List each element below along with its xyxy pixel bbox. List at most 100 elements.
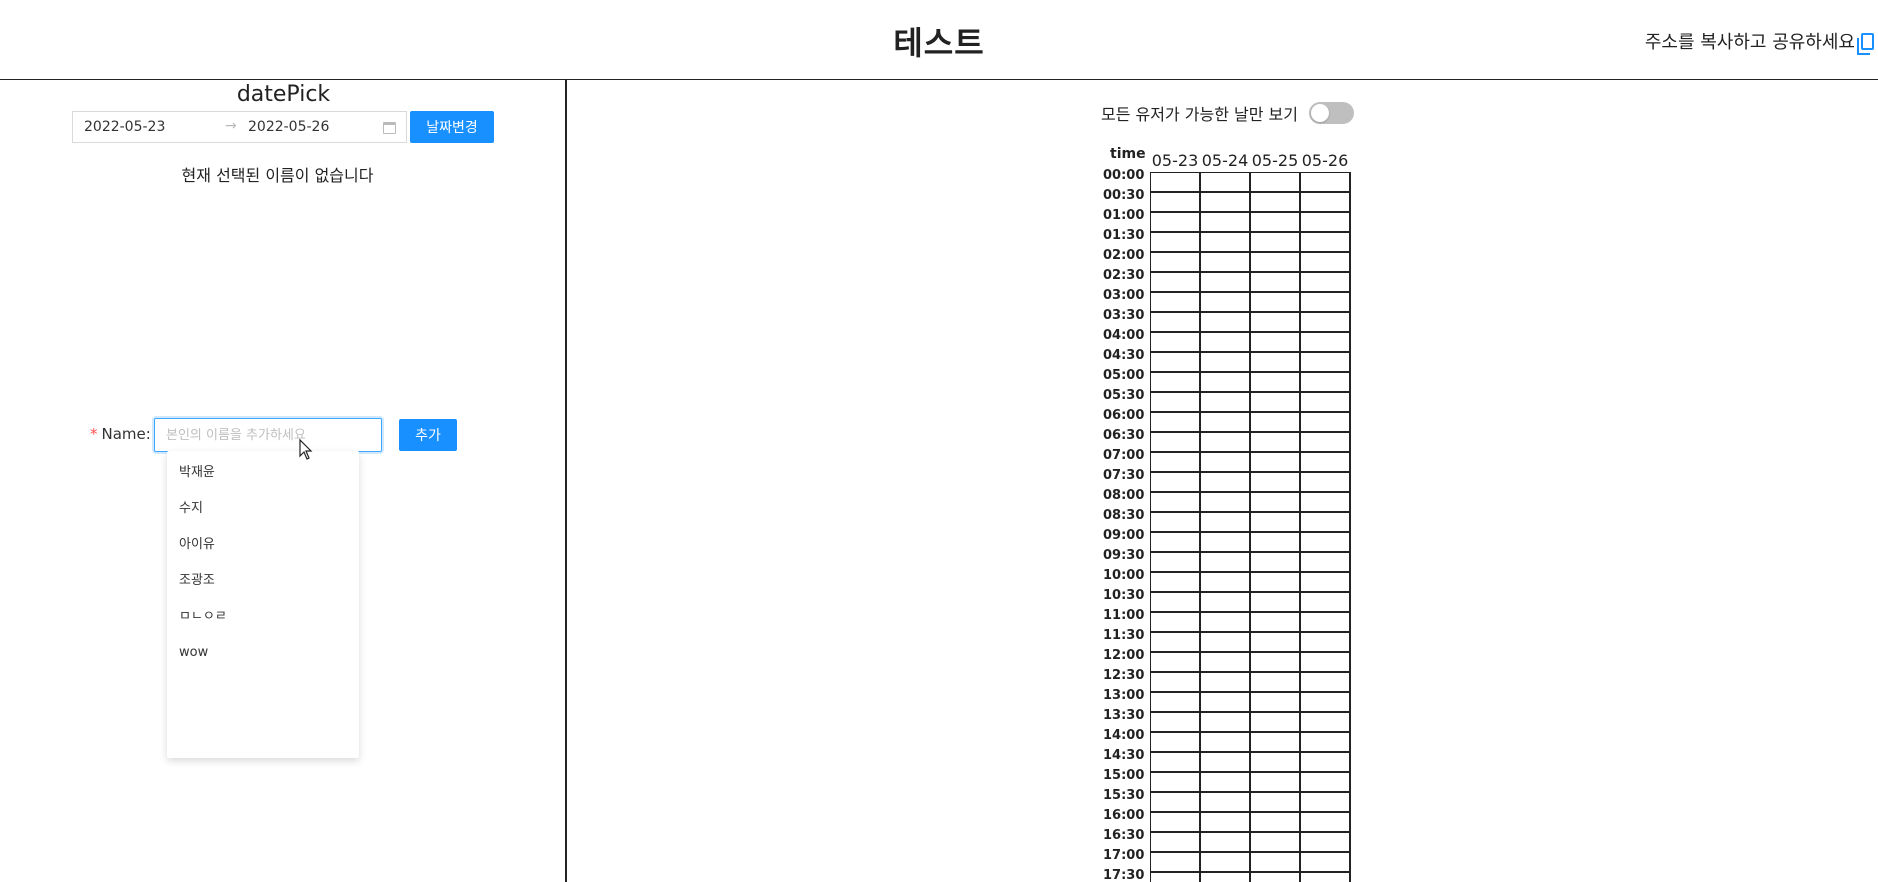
time-slot-cell[interactable] (1151, 233, 1201, 253)
time-slot-cell[interactable] (1201, 253, 1251, 273)
name-input[interactable] (154, 418, 382, 452)
time-slot-cell[interactable] (1201, 433, 1251, 453)
time-slot-cell[interactable] (1201, 693, 1251, 713)
time-slot-cell[interactable] (1301, 633, 1351, 653)
time-slot-cell[interactable] (1251, 713, 1301, 733)
time-slot-cell[interactable] (1251, 753, 1301, 773)
time-slot-cell[interactable] (1251, 733, 1301, 753)
range-end-date[interactable]: 2022-05-26 (248, 119, 330, 135)
time-slot-cell[interactable] (1301, 533, 1351, 553)
time-slot-cell[interactable] (1201, 793, 1251, 813)
time-slot-cell[interactable] (1151, 793, 1201, 813)
suggestion-item[interactable]: 조광조 (179, 573, 215, 588)
time-slot-cell[interactable] (1251, 233, 1301, 253)
time-slot-cell[interactable] (1201, 453, 1251, 473)
time-slot-cell[interactable] (1301, 513, 1351, 533)
time-slot-cell[interactable] (1201, 813, 1251, 833)
time-slot-cell[interactable] (1301, 673, 1351, 693)
time-slot-cell[interactable] (1151, 693, 1201, 713)
time-slot-cell[interactable] (1251, 433, 1301, 453)
time-slot-cell[interactable] (1301, 473, 1351, 493)
time-slot-cell[interactable] (1251, 193, 1301, 213)
time-slot-cell[interactable] (1301, 313, 1351, 333)
time-slot-cell[interactable] (1301, 593, 1351, 613)
time-slot-cell[interactable] (1151, 373, 1201, 393)
time-slot-cell[interactable] (1301, 173, 1351, 193)
time-slot-cell[interactable] (1201, 773, 1251, 793)
time-slot-cell[interactable] (1301, 793, 1351, 813)
time-slot-cell[interactable] (1201, 853, 1251, 873)
time-slot-cell[interactable] (1301, 873, 1351, 882)
time-slot-cell[interactable] (1151, 633, 1201, 653)
time-slot-cell[interactable] (1201, 273, 1251, 293)
suggestion-item[interactable]: ㅁㄴㅇㄹ (179, 609, 227, 624)
time-slot-cell[interactable] (1151, 753, 1201, 773)
time-slot-cell[interactable] (1251, 673, 1301, 693)
time-slot-cell[interactable] (1201, 613, 1251, 633)
suggestion-item[interactable]: 박재윤 (179, 465, 215, 480)
time-slot-cell[interactable] (1301, 193, 1351, 213)
time-slot-cell[interactable] (1251, 253, 1301, 273)
time-slot-cell[interactable] (1151, 733, 1201, 753)
time-slot-cell[interactable] (1251, 873, 1301, 882)
suggestion-item[interactable]: 수지 (179, 501, 203, 516)
share-text[interactable]: 주소를 복사하고 공유하세요 (1644, 32, 1855, 53)
time-slot-cell[interactable] (1201, 573, 1251, 593)
time-slot-cell[interactable] (1251, 593, 1301, 613)
time-slot-cell[interactable] (1201, 533, 1251, 553)
time-slot-cell[interactable] (1201, 713, 1251, 733)
time-slot-cell[interactable] (1151, 573, 1201, 593)
time-slot-cell[interactable] (1301, 413, 1351, 433)
time-slot-cell[interactable] (1251, 813, 1301, 833)
time-slot-cell[interactable] (1151, 673, 1201, 693)
available-days-switch[interactable] (1308, 102, 1354, 124)
time-slot-cell[interactable] (1301, 653, 1351, 673)
time-slot-cell[interactable] (1251, 693, 1301, 713)
time-slot-cell[interactable] (1251, 333, 1301, 353)
time-slot-cell[interactable] (1251, 493, 1301, 513)
time-slot-cell[interactable] (1151, 873, 1201, 882)
time-slot-cell[interactable] (1201, 393, 1251, 413)
time-slot-cell[interactable] (1151, 593, 1201, 613)
time-slot-cell[interactable] (1151, 213, 1201, 233)
time-slot-cell[interactable] (1151, 833, 1201, 853)
time-slot-cell[interactable] (1251, 373, 1301, 393)
time-slot-cell[interactable] (1151, 413, 1201, 433)
time-slot-cell[interactable] (1301, 613, 1351, 633)
time-slot-cell[interactable] (1151, 393, 1201, 413)
time-slot-cell[interactable] (1301, 853, 1351, 873)
time-slot-cell[interactable] (1301, 213, 1351, 233)
time-slot-cell[interactable] (1301, 353, 1351, 373)
time-slot-cell[interactable] (1151, 273, 1201, 293)
time-slot-cell[interactable] (1151, 493, 1201, 513)
time-slot-cell[interactable] (1301, 373, 1351, 393)
time-slot-cell[interactable] (1251, 853, 1301, 873)
time-slot-cell[interactable] (1251, 353, 1301, 373)
time-slot-cell[interactable] (1301, 453, 1351, 473)
add-name-button[interactable]: 추가 (399, 419, 457, 451)
time-slot-cell[interactable] (1301, 553, 1351, 573)
time-slot-cell[interactable] (1151, 773, 1201, 793)
time-slot-cell[interactable] (1201, 313, 1251, 333)
time-slot-cell[interactable] (1251, 653, 1301, 673)
share-link[interactable]: 주소를 복사하고 공유하세요 (1644, 28, 1874, 55)
time-slot-cell[interactable] (1251, 553, 1301, 573)
change-date-button[interactable]: 날짜변경 (410, 111, 494, 143)
time-slot-cell[interactable] (1301, 293, 1351, 313)
time-slot-cell[interactable] (1251, 173, 1301, 193)
time-slot-cell[interactable] (1301, 713, 1351, 733)
time-slot-cell[interactable] (1251, 273, 1301, 293)
suggestion-item[interactable]: 아이유 (179, 537, 215, 552)
time-slot-cell[interactable] (1301, 273, 1351, 293)
time-slot-cell[interactable] (1201, 333, 1251, 353)
time-slot-cell[interactable] (1151, 613, 1201, 633)
time-slot-cell[interactable] (1201, 633, 1251, 653)
time-slot-cell[interactable] (1251, 613, 1301, 633)
time-slot-cell[interactable] (1151, 453, 1201, 473)
time-slot-cell[interactable] (1301, 333, 1351, 353)
time-slot-cell[interactable] (1301, 693, 1351, 713)
time-slot-cell[interactable] (1301, 433, 1351, 453)
time-slot-cell[interactable] (1201, 833, 1251, 853)
time-slot-cell[interactable] (1201, 873, 1251, 882)
time-slot-cell[interactable] (1251, 213, 1301, 233)
